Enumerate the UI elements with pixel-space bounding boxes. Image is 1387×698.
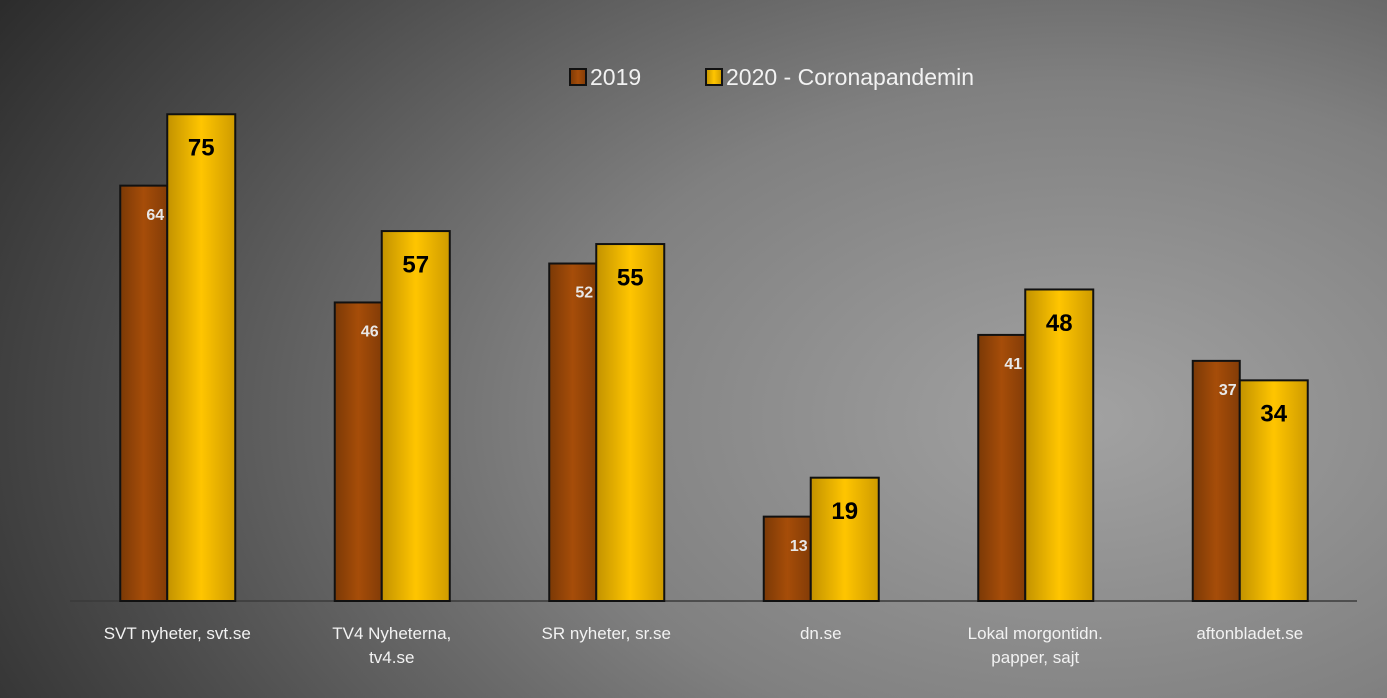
x-tick-label: Lokal morgontidn. papper, sajt [967,624,1103,667]
bar [1191,359,1241,602]
data-label: 13 [790,538,808,555]
data-label: 19 [831,498,858,525]
bar [380,230,451,602]
bar [595,243,666,603]
data-label: 34 [1260,401,1287,428]
x-tick-label: TV4 Nyheterna, tv4.se [332,624,452,667]
bar [977,333,1027,602]
x-tick-label: dn.se [799,624,842,643]
bar [548,262,598,602]
bar [1024,288,1095,602]
legend-swatch [705,68,723,86]
legend-label: 2020 - Coronapandemin [726,64,974,90]
bar [809,476,880,602]
bar [119,184,169,602]
bar [166,113,237,602]
legend-label: 2019 [590,64,641,90]
data-label: 57 [402,251,429,278]
data-label: 46 [361,324,379,341]
data-label: 64 [146,207,164,224]
legend-swatch [569,68,587,86]
x-tick-label: SR nyheter, sr.se [541,624,671,643]
x-tick-label: aftonbladet.se [1196,624,1304,643]
data-label: 48 [1046,310,1073,337]
data-label: 41 [1004,356,1022,373]
data-label: 55 [617,264,644,291]
bar [762,515,812,603]
x-tick-label: SVT nyheter, svt.se [103,624,251,643]
data-label: 75 [188,135,215,162]
data-label: 52 [575,285,593,302]
bar [333,301,383,602]
bar [1238,379,1309,602]
data-label: 37 [1219,382,1237,399]
